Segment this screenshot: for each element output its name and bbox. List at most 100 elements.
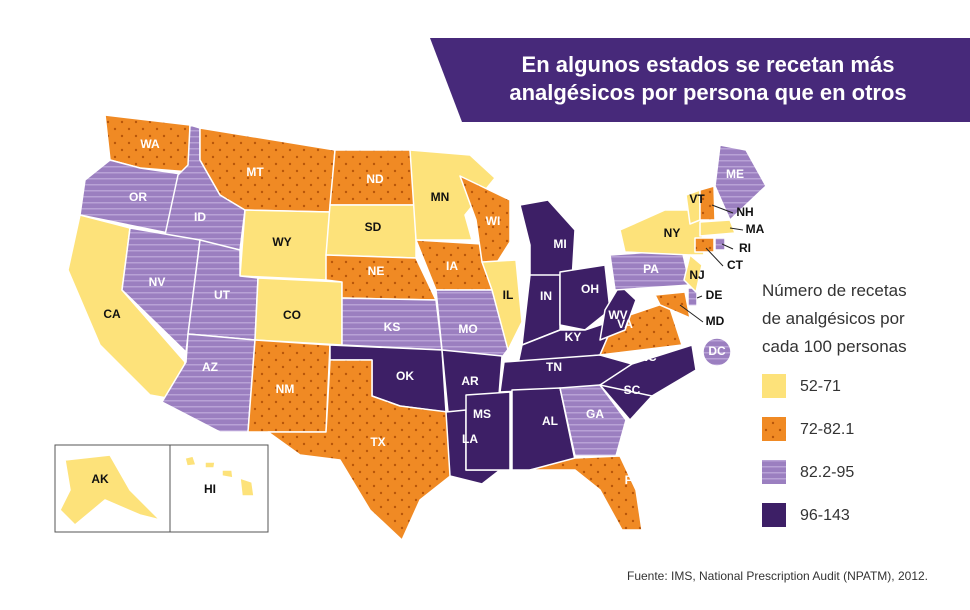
- states: [59, 114, 767, 541]
- state-label: VT: [689, 192, 705, 206]
- legend-label: 96-143: [800, 507, 850, 524]
- legend-swatch: [762, 460, 786, 484]
- state: [559, 264, 611, 331]
- state-label: MS: [473, 407, 491, 421]
- title-line: En algunos estados se recetan más: [522, 52, 895, 77]
- state: [204, 461, 216, 469]
- legend-label: 82.2-95: [800, 464, 854, 481]
- state: [267, 359, 459, 541]
- state-label: WV: [608, 308, 627, 322]
- state: [104, 114, 191, 173]
- state-label: NE: [368, 264, 385, 278]
- state-label: TX: [370, 435, 385, 449]
- state: [699, 185, 716, 221]
- state-label: KS: [384, 320, 401, 334]
- title-banner: [430, 38, 970, 122]
- leader-line: [729, 227, 744, 231]
- legend: 52-71 72-82.1 82.2-95 96-143: [762, 374, 854, 527]
- leader-line: [705, 247, 724, 267]
- state-label: GA: [586, 407, 604, 421]
- state: [619, 209, 705, 256]
- state-label: MD: [706, 314, 725, 328]
- state-label: OK: [396, 369, 414, 383]
- state-label: ME: [726, 167, 744, 181]
- state-label: ND: [366, 172, 384, 186]
- leader-line: [721, 243, 734, 250]
- state-label: NJ: [689, 268, 704, 282]
- state-label: CA: [103, 307, 121, 321]
- leader-line: [711, 204, 734, 214]
- state: [435, 289, 513, 361]
- state-label: LA: [462, 432, 478, 446]
- state-label: NY: [664, 226, 681, 240]
- state: [683, 254, 703, 293]
- legend-title-line: cada 100 personas: [762, 337, 907, 356]
- state-label: IL: [503, 288, 514, 302]
- state-label: NH: [736, 205, 753, 219]
- leader-line: [696, 295, 703, 299]
- state-label: IA: [446, 259, 458, 273]
- state: [559, 384, 627, 457]
- title-line: analgésicos por persona que en otros: [509, 80, 906, 105]
- state-label: OH: [581, 282, 599, 296]
- state-label: TN: [546, 360, 562, 374]
- state-label: ID: [194, 210, 206, 224]
- state: [694, 237, 715, 253]
- state: [714, 237, 726, 251]
- state-label: WY: [272, 235, 291, 249]
- state: [529, 455, 643, 531]
- state-label: MT: [246, 165, 264, 179]
- state-label: NM: [276, 382, 295, 396]
- state: [599, 344, 697, 397]
- state: [221, 469, 234, 479]
- state: [184, 455, 197, 467]
- legend-title-line: de analgésicos por: [762, 309, 905, 328]
- state-label: KY: [565, 330, 582, 344]
- state-label: MA: [746, 222, 765, 236]
- state-label: OR: [129, 190, 147, 204]
- source: Fuente: IMS, National Prescription Audit…: [627, 569, 928, 583]
- legend-title: Número de recetas de analgésicos por cada …: [762, 281, 907, 356]
- state-label: MO: [458, 322, 477, 336]
- state: [161, 333, 256, 433]
- state-label: HI: [204, 482, 216, 496]
- state: [481, 259, 523, 351]
- state-label: MN: [431, 190, 450, 204]
- state: [239, 477, 255, 497]
- state-label: MI: [553, 237, 566, 251]
- state-label: CT: [727, 258, 744, 272]
- legend-swatch: [762, 374, 786, 398]
- legend-label: 72-82.1: [800, 421, 854, 438]
- state-label: RI: [739, 241, 751, 255]
- state-label: DC: [708, 344, 726, 358]
- legend-title-line: Número de recetas: [762, 281, 907, 300]
- state: [59, 454, 161, 526]
- hawaii-inset: [169, 444, 269, 533]
- state-label: PA: [643, 262, 659, 276]
- legend-swatch: [762, 417, 786, 441]
- state-label: AK: [91, 472, 109, 486]
- state-label: UT: [214, 288, 231, 302]
- state-label: AZ: [202, 360, 218, 374]
- state: [654, 291, 691, 319]
- state-labels: WA OR CA ID NV MT WY UT AZ CO NM ND SD NE KS OK TX MN IA MO…: [91, 137, 764, 496]
- leader-line: [679, 304, 704, 323]
- state-label: IN: [540, 289, 552, 303]
- state-label: AL: [542, 414, 558, 428]
- state-label: AR: [461, 374, 479, 388]
- state-label: NV: [149, 275, 166, 289]
- state-label: WI: [486, 214, 501, 228]
- state-label: VA: [617, 317, 633, 331]
- legend-swatch: [762, 503, 786, 527]
- state: [714, 144, 767, 221]
- state: [699, 219, 736, 237]
- state-label: SC: [624, 383, 641, 397]
- state: [702, 337, 732, 367]
- state: [599, 301, 683, 356]
- state-label: FL: [625, 473, 640, 487]
- state-label: WA: [140, 137, 160, 151]
- state-label: SD: [365, 220, 382, 234]
- title: En algunos estados se recetan más analgés…: [509, 52, 906, 105]
- state-label: DE: [706, 288, 723, 302]
